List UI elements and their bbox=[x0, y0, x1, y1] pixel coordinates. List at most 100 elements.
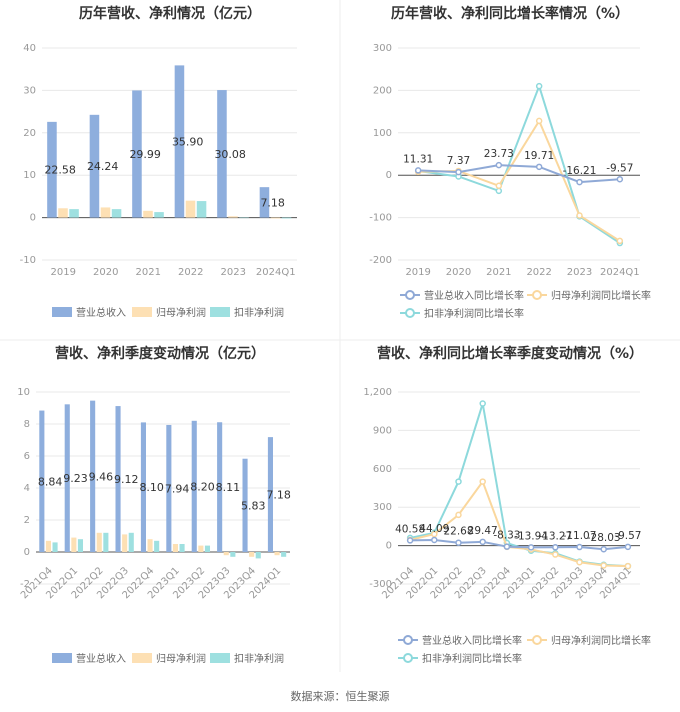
y-tick-label: 0 bbox=[386, 170, 392, 181]
bar-parent-profit bbox=[71, 537, 77, 552]
line-point bbox=[406, 537, 414, 544]
bar-parent-profit bbox=[96, 532, 102, 552]
bar-deducted-profit bbox=[255, 552, 261, 559]
line-point bbox=[431, 530, 438, 538]
x-tick-label: 2021 bbox=[136, 267, 161, 278]
line-point bbox=[479, 478, 486, 485]
line-point bbox=[455, 511, 462, 519]
line-point bbox=[576, 178, 583, 186]
data-label: -28.03 bbox=[587, 532, 621, 544]
y-tick-label: 2 bbox=[24, 515, 30, 526]
y-tick-label: 10 bbox=[23, 170, 36, 181]
data-label: 29.47 bbox=[468, 525, 498, 537]
data-label: 19.71 bbox=[524, 150, 554, 162]
data-label: -9.57 bbox=[614, 530, 641, 542]
x-tick-label: 2019 bbox=[405, 267, 430, 278]
legend-swatch bbox=[52, 653, 72, 663]
line-point bbox=[576, 558, 583, 566]
legend-label: 归母净利润 bbox=[156, 652, 206, 665]
data-label: 7.18 bbox=[260, 196, 285, 209]
legend-swatch-marker bbox=[403, 635, 413, 645]
bar-parent-profit bbox=[58, 208, 68, 218]
chart-title: 历年营收、净利情况（亿元） bbox=[79, 5, 261, 22]
bar-deducted-profit bbox=[128, 532, 134, 552]
legend-label: 营业总收入同比增长率 bbox=[424, 289, 524, 302]
legend-swatch-marker bbox=[405, 290, 415, 300]
line-point bbox=[527, 544, 535, 551]
legend-label: 营业总收入 bbox=[76, 306, 126, 319]
annual-line-chart: 历年营收、净利同比增长率情况（%） 300 200 100 0 -100 -200 2019 2… bbox=[369, 5, 651, 320]
bar-revenue bbox=[39, 410, 45, 552]
y-tick-label: 20 bbox=[23, 128, 36, 139]
data-label: 9.12 bbox=[114, 473, 139, 486]
line-point bbox=[624, 543, 632, 551]
y-tick-label: 300 bbox=[373, 43, 392, 54]
legend-label: 归母净利润同比增长率 bbox=[551, 289, 651, 302]
line-series-0 bbox=[410, 538, 628, 551]
data-label: 8.11 bbox=[216, 481, 241, 494]
y-tick-label: -300 bbox=[369, 579, 392, 590]
y-tick-label: -2 bbox=[20, 579, 30, 590]
bar-revenue bbox=[217, 422, 223, 552]
line-point bbox=[576, 212, 583, 219]
y-tick-label: 0 bbox=[386, 541, 392, 552]
quarter-bar-chart: 营收、净利季度变动情况（亿元）1086420-22021Q42022Q12022… bbox=[17, 345, 291, 665]
bar-deducted-profit bbox=[103, 532, 109, 552]
y-tick-label: 8 bbox=[24, 419, 30, 430]
bar-revenue bbox=[166, 424, 172, 552]
line-point bbox=[479, 538, 486, 546]
data-label: 7.37 bbox=[447, 155, 470, 167]
x-tick-label: 2024Q1 bbox=[600, 267, 640, 278]
bar-deducted-profit bbox=[69, 209, 79, 218]
data-label: -11.07 bbox=[563, 530, 597, 542]
bar-deducted-profit bbox=[204, 545, 211, 552]
bar-deducted-profit bbox=[52, 542, 58, 552]
y-tick-label: 0 bbox=[30, 213, 36, 224]
data-label: -13.94 bbox=[514, 530, 548, 542]
bar-parent-profit bbox=[198, 545, 204, 552]
bar-parent-profit bbox=[100, 207, 111, 218]
bar-revenue bbox=[64, 404, 70, 552]
y-tick-label: -200 bbox=[369, 255, 392, 266]
bar-revenue bbox=[132, 90, 142, 218]
line-point bbox=[600, 562, 607, 569]
bar-deducted-profit bbox=[111, 209, 122, 218]
bar-revenue bbox=[47, 121, 57, 218]
data-label: 22.58 bbox=[44, 164, 76, 177]
y-tick-label: 100 bbox=[373, 128, 392, 139]
line-point bbox=[455, 168, 462, 176]
bar-revenue bbox=[217, 90, 227, 218]
bar-deducted-profit bbox=[239, 217, 249, 219]
bar-revenue bbox=[90, 400, 96, 552]
legend-label: 营业总收入 bbox=[76, 652, 126, 665]
line-point bbox=[431, 536, 438, 544]
y-tick-label: 6 bbox=[24, 451, 30, 462]
legend-label: 归母净利润 bbox=[156, 306, 206, 319]
y-tick-label: 30 bbox=[23, 85, 36, 96]
bar-parent-profit bbox=[143, 210, 153, 218]
bar-deducted-profit bbox=[281, 552, 287, 557]
data-label: -9.57 bbox=[606, 162, 633, 174]
legend-label: 归母净利润同比增长率 bbox=[551, 634, 651, 647]
data-label: 35.90 bbox=[172, 135, 204, 148]
y-tick-label: 1,200 bbox=[363, 387, 392, 398]
bar-parent-profit bbox=[185, 200, 196, 218]
legend-swatch-marker bbox=[405, 308, 415, 318]
y-tick-label: 600 bbox=[373, 464, 392, 475]
quarter-line-chart: 营收、净利同比增长率季度变动情况（%）1,2009006003000-30020… bbox=[363, 345, 651, 665]
bar-deducted-profit bbox=[154, 540, 160, 552]
bar-deducted-profit bbox=[230, 552, 236, 557]
y-tick-label: 0 bbox=[24, 547, 30, 558]
legend-swatch bbox=[210, 653, 230, 663]
y-tick-label: 900 bbox=[373, 425, 392, 436]
line-point bbox=[600, 545, 607, 553]
bar-revenue bbox=[267, 437, 273, 552]
line-point bbox=[455, 539, 462, 546]
line-point bbox=[552, 551, 559, 558]
bar-revenue bbox=[191, 420, 197, 552]
legend-label: 扣非净利润 bbox=[234, 306, 284, 319]
data-label: 44.09 bbox=[419, 523, 449, 535]
x-tick-label: 2022 bbox=[526, 267, 551, 278]
line-series-1 bbox=[409, 479, 628, 568]
